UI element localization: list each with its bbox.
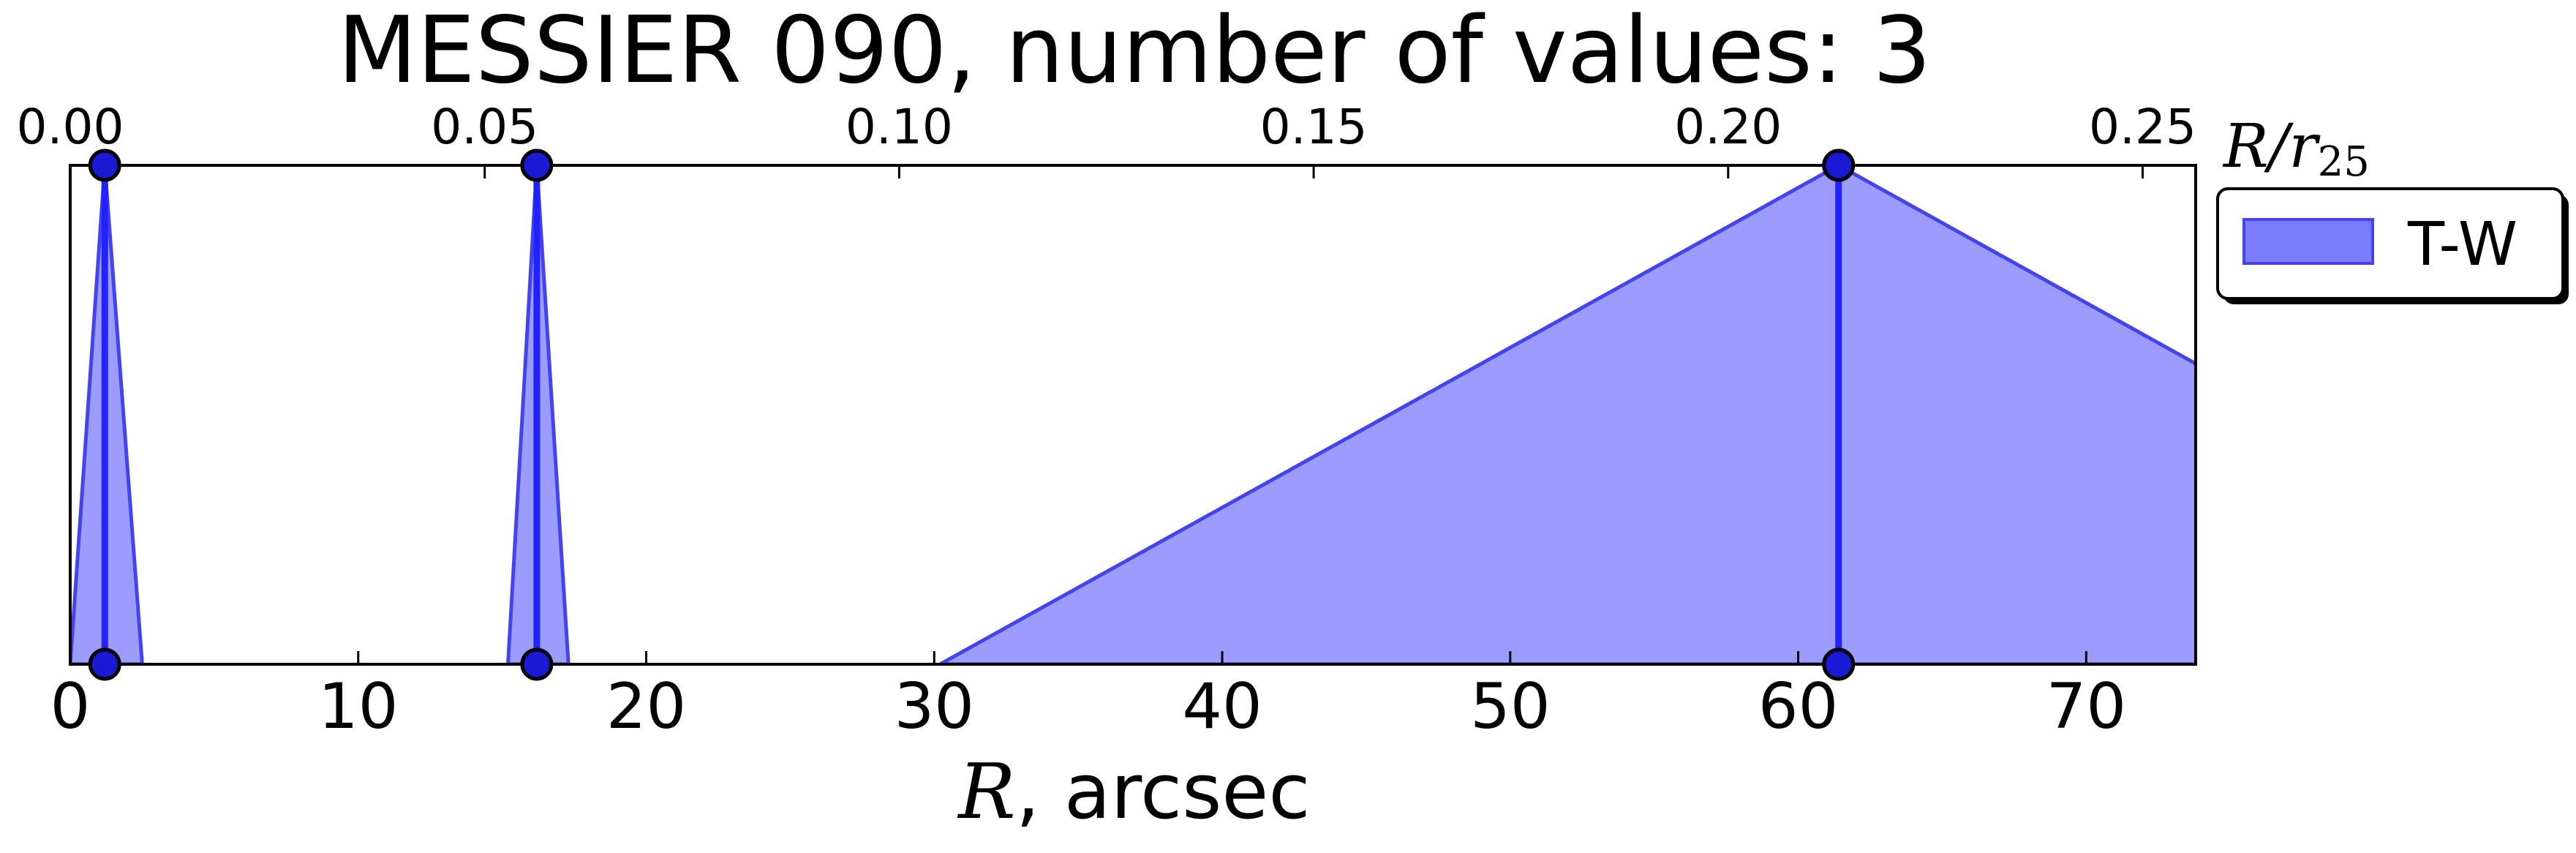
x-tick-label: 50 — [1470, 670, 1550, 743]
x2-tick-label: 0.25 — [2089, 99, 2196, 155]
x-tick-label: 70 — [2046, 670, 2126, 743]
top-axis-label-math: R/r — [2222, 112, 2321, 181]
plot-frame — [69, 164, 2197, 666]
legend-swatch — [2242, 218, 2374, 265]
plot-area: 0 10 20 30 40 50 60 70 0.00 0.05 0.10 0.15 0.20 0.25 — [17, 99, 2197, 743]
data-point-marker — [520, 647, 554, 681]
data-point-marker — [520, 149, 554, 182]
top-axis-label-sub: 25 — [2318, 138, 2370, 186]
x2-tick-label: 0.10 — [846, 99, 953, 155]
data-point-marker — [1822, 149, 1856, 182]
x-tick-label: 60 — [1758, 670, 1838, 743]
series-layer — [70, 165, 2196, 664]
x-tick-label: 20 — [606, 670, 686, 743]
x-tick-label: 40 — [1182, 670, 1262, 743]
legend-box — [2216, 187, 2564, 300]
top-axis: 0.00 0.05 0.10 0.15 0.20 0.25 — [17, 99, 2196, 179]
chart-title: MESSIER 090, number of values: 3 — [337, 0, 1931, 104]
bottom-axis: 0 10 20 30 40 50 60 70 — [50, 651, 2126, 743]
data-point-marker — [88, 647, 121, 681]
x2-tick-label: 0.00 — [17, 99, 124, 155]
data-point-marker — [88, 149, 121, 182]
series-area — [936, 165, 2196, 664]
legend: T-W — [2216, 187, 2569, 304]
x2-tick-label: 0.20 — [1674, 99, 1782, 155]
top-axis-label: R/r25 — [2222, 112, 2370, 186]
x-tick-label: 10 — [318, 670, 398, 743]
x-tick-label: 0 — [50, 670, 91, 743]
x-axis-label-text: , arcsec — [1016, 747, 1311, 836]
legend-label: T-W — [2407, 210, 2517, 279]
x-axis-label-math: R — [957, 747, 1015, 836]
x2-tick-label: 0.15 — [1260, 99, 1368, 155]
x-tick-label: 30 — [895, 670, 974, 743]
data-point-marker — [1822, 647, 1856, 681]
x2-tick-label: 0.05 — [431, 99, 538, 155]
x-axis-label: R, arcsec — [957, 747, 1310, 836]
